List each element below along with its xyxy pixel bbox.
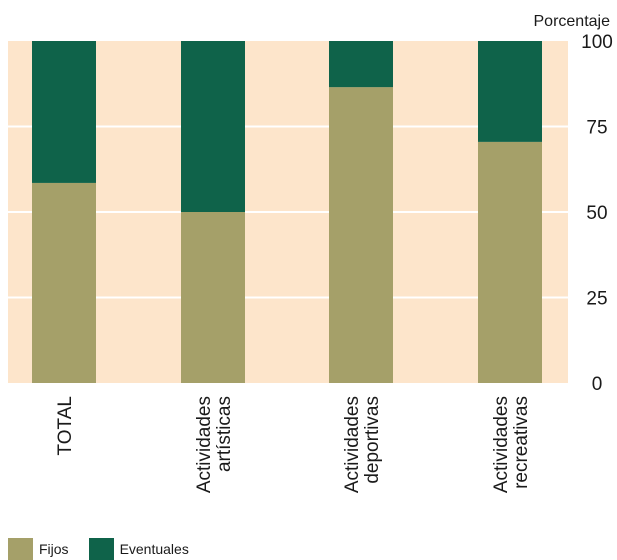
x-tick-label-line: Actividades: [194, 396, 215, 493]
y-tick-label: 25: [586, 289, 607, 310]
legend-swatch-eventuales: [88, 538, 114, 560]
legend-item-eventuales: Eventuales: [88, 538, 189, 560]
bars: [32, 41, 542, 384]
x-tick-label-line: Actividades: [342, 396, 363, 493]
x-tick-label-line: recreativas: [511, 396, 532, 489]
bar-fijos-3: [329, 87, 393, 384]
x-tick-label-line: Actividades: [491, 396, 512, 493]
y-tick-label: 75: [586, 118, 607, 139]
x-tick-label-line: deportivas: [362, 396, 383, 484]
legend-swatch-fijos: [8, 538, 33, 560]
y-tick-labels: 0 25 50 75 100: [581, 32, 613, 395]
legend-label-fijos: Fijos: [39, 541, 69, 557]
x-tick-label-line: artísticas: [214, 396, 235, 472]
x-tick-label-2: Actividades artísticas: [194, 396, 235, 493]
x-tick-label-1: TOTAL: [55, 396, 76, 455]
gridlines: [8, 125, 568, 299]
bar-fijos-2: [181, 212, 245, 383]
x-tick-label-3: Actividades deportivas: [342, 396, 383, 493]
legend: Fijos Eventuales: [8, 538, 189, 560]
x-tick-label-line: TOTAL: [55, 396, 76, 455]
legend-item-fijos: Fijos: [8, 538, 69, 560]
y-axis-label: Porcentaje: [534, 13, 611, 30]
bar-fijos-1: [32, 182, 96, 383]
bar-eventuales-1: [32, 41, 96, 183]
x-tick-label-4: Actividades recreativas: [491, 396, 532, 493]
legend-label-eventuales: Eventuales: [119, 541, 189, 557]
bar-eventuales-2: [181, 41, 245, 212]
bar-eventuales-3: [329, 41, 393, 88]
y-tick-label: 100: [581, 32, 613, 53]
bar-fijos-4: [478, 141, 542, 383]
y-tick-label: 50: [586, 203, 607, 224]
bar-eventuales-4: [478, 41, 542, 142]
x-tick-labels: TOTAL Actividades artísticas Actividades dep…: [55, 396, 532, 493]
y-tick-label: 0: [592, 374, 603, 395]
